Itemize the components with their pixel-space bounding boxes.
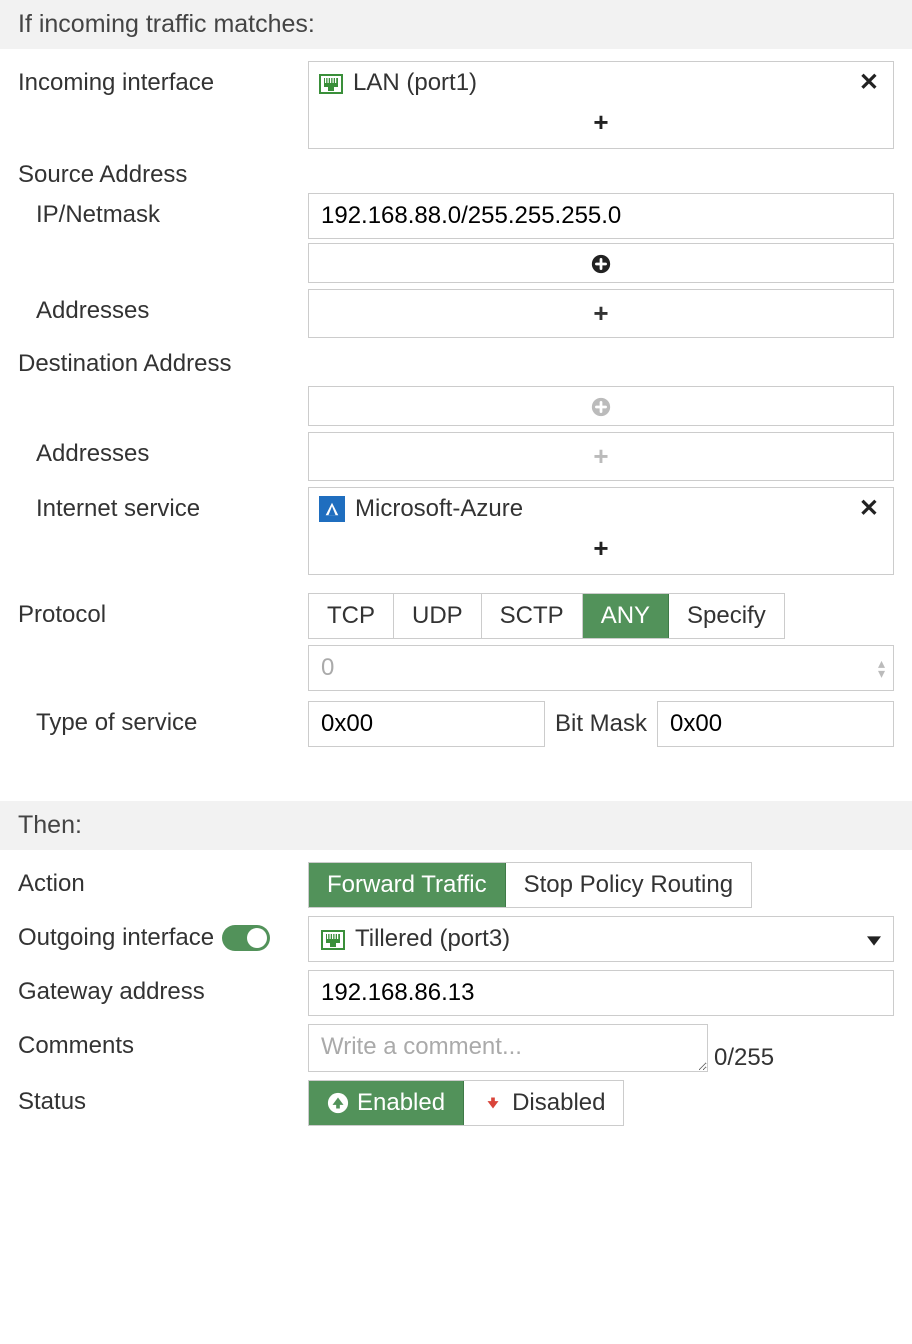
azure-icon bbox=[319, 496, 345, 522]
gateway-input[interactable] bbox=[308, 970, 894, 1016]
comments-label: Comments bbox=[18, 1024, 308, 1060]
protocol-tcp[interactable]: TCP bbox=[309, 594, 394, 638]
source-addresses-label: Addresses bbox=[18, 289, 308, 325]
bitmask-label: Bit Mask bbox=[555, 710, 647, 738]
source-addresses-add[interactable]: + bbox=[308, 289, 894, 338]
incoming-interface-box[interactable]: LAN (port1) ✕ + bbox=[308, 61, 894, 149]
dest-ipnetmask-add[interactable] bbox=[308, 386, 894, 426]
outgoing-interface-value: Tillered (port3) bbox=[355, 925, 867, 953]
close-icon[interactable]: ✕ bbox=[855, 68, 883, 97]
ip-netmask-input[interactable] bbox=[308, 193, 894, 239]
internet-service-label: Internet service bbox=[18, 487, 308, 523]
action-group: Forward Traffic Stop Policy Routing bbox=[308, 862, 752, 908]
dest-ipnetmask-spacer bbox=[18, 382, 308, 390]
internet-service-box[interactable]: Microsoft-Azure ✕ + bbox=[308, 487, 894, 575]
close-icon[interactable]: ✕ bbox=[855, 494, 883, 523]
protocol-any[interactable]: ANY bbox=[583, 594, 669, 638]
incoming-interface-add[interactable]: + bbox=[309, 103, 893, 148]
comments-counter: 0/255 bbox=[714, 1044, 774, 1072]
outgoing-interface-toggle[interactable] bbox=[222, 925, 270, 951]
incoming-interface-item-label: LAN (port1) bbox=[353, 69, 855, 97]
incoming-interface-label: Incoming interface bbox=[18, 61, 308, 97]
status-enabled[interactable]: Enabled bbox=[309, 1081, 464, 1125]
protocol-udp[interactable]: UDP bbox=[394, 594, 482, 638]
protocol-sctp[interactable]: SCTP bbox=[482, 594, 583, 638]
internet-service-add[interactable]: + bbox=[309, 529, 893, 574]
dest-addresses-label: Addresses bbox=[18, 432, 308, 468]
bitmask-input[interactable] bbox=[657, 701, 894, 747]
protocol-label: Protocol bbox=[18, 593, 308, 629]
action-stop[interactable]: Stop Policy Routing bbox=[506, 863, 751, 907]
internet-service-item-label: Microsoft-Azure bbox=[355, 495, 855, 523]
protocol-number-input[interactable]: 0 ▴▾ bbox=[308, 645, 894, 691]
action-label: Action bbox=[18, 862, 308, 898]
dest-addresses-add[interactable]: + bbox=[308, 432, 894, 481]
comments-input[interactable] bbox=[308, 1024, 708, 1072]
ip-netmask-add[interactable] bbox=[308, 243, 894, 283]
tos-label: Type of service bbox=[18, 701, 308, 737]
outgoing-interface-label-wrap: Outgoing interface bbox=[18, 916, 308, 952]
incoming-interface-item[interactable]: LAN (port1) ✕ bbox=[309, 62, 893, 103]
protocol-specify[interactable]: Specify bbox=[669, 594, 784, 638]
action-forward[interactable]: Forward Traffic bbox=[309, 863, 506, 907]
port-icon bbox=[321, 929, 345, 949]
source-address-heading: Source Address bbox=[18, 153, 894, 189]
section-if-header: If incoming traffic matches: bbox=[0, 0, 912, 49]
section-then-header: Then: bbox=[0, 801, 912, 850]
internet-service-item[interactable]: Microsoft-Azure ✕ bbox=[309, 488, 893, 529]
outgoing-interface-label: Outgoing interface bbox=[18, 924, 214, 952]
status-disabled[interactable]: Disabled bbox=[464, 1081, 623, 1125]
destination-address-heading: Destination Address bbox=[18, 342, 894, 378]
port-icon bbox=[319, 73, 343, 93]
outgoing-interface-select[interactable]: Tillered (port3) bbox=[308, 916, 894, 962]
spinner-icon[interactable]: ▴▾ bbox=[878, 658, 885, 678]
chevron-down-icon bbox=[867, 925, 881, 953]
ip-netmask-label: IP/Netmask bbox=[18, 193, 308, 229]
status-group: Enabled Disabled bbox=[308, 1080, 624, 1126]
status-label: Status bbox=[18, 1080, 308, 1116]
gateway-label: Gateway address bbox=[18, 970, 308, 1006]
tos-input[interactable] bbox=[308, 701, 545, 747]
protocol-group: TCP UDP SCTP ANY Specify bbox=[308, 593, 785, 639]
